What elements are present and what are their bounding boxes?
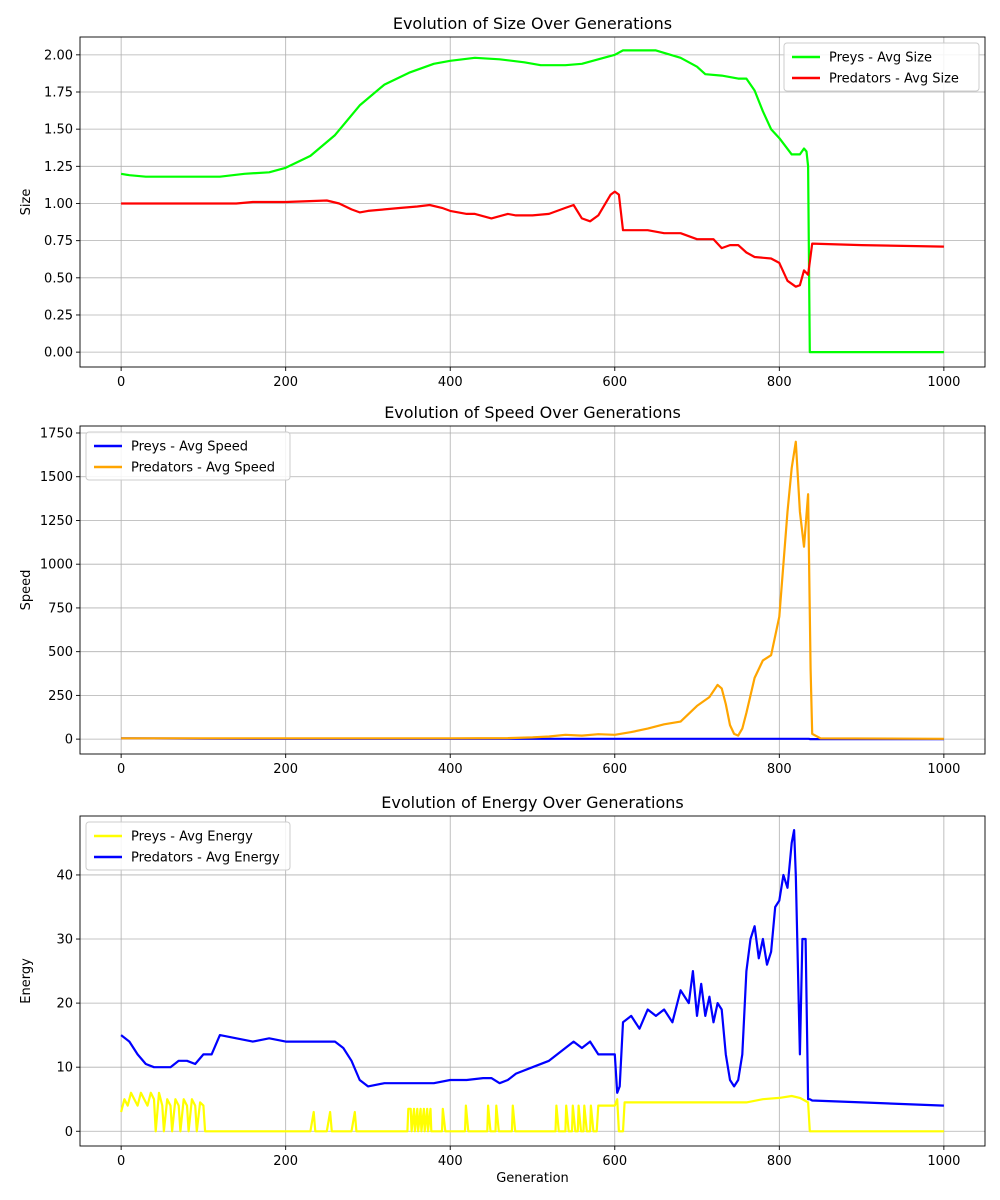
x-tick-label: 600 xyxy=(602,1154,627,1169)
y-tick-label: 1.50 xyxy=(44,123,73,138)
x-tick-label: 1000 xyxy=(927,1154,960,1169)
y-axis-label: Speed xyxy=(19,570,34,611)
x-tick-label: 600 xyxy=(602,375,627,390)
series-line-0 xyxy=(120,1091,944,1133)
y-tick-label: 0.50 xyxy=(44,271,73,286)
x-tick-label: 400 xyxy=(438,375,463,390)
series-line-1 xyxy=(121,440,944,740)
x-tick-label: 800 xyxy=(767,762,792,777)
legend-label-1: Predators - Avg Size xyxy=(829,72,959,87)
y-tick-label: 0 xyxy=(65,733,73,748)
chart-1: 0 200 400 600 800 1000 0 250 500 750 1000 1250 1500 1… xyxy=(19,403,986,777)
plot-frame xyxy=(79,36,986,368)
chart-title: Evolution of Speed Over Generations xyxy=(384,403,681,422)
x-tick-label: 200 xyxy=(273,1154,298,1169)
y-tick-label: 30 xyxy=(56,933,73,948)
y-tick-label: 2.00 xyxy=(44,48,73,63)
y-tick-label: 1000 xyxy=(40,558,73,573)
y-tick-label: 500 xyxy=(48,645,73,660)
legend: Preys - Avg Speed Predators - Avg Speed xyxy=(85,431,291,481)
plot-frame xyxy=(79,815,986,1147)
series-line-0 xyxy=(120,49,944,354)
legend-box xyxy=(783,42,980,92)
y-tick-label: 20 xyxy=(56,997,73,1012)
x-tick-label: 600 xyxy=(602,762,627,777)
y-tick-label: 250 xyxy=(48,689,73,704)
chart-title: Evolution of Energy Over Generations xyxy=(381,793,683,812)
x-tick-label: 200 xyxy=(273,375,298,390)
y-tick-label: 40 xyxy=(56,868,73,883)
legend-box xyxy=(85,821,291,871)
y-tick-label: 1.00 xyxy=(44,197,73,212)
legend-label-0: Preys - Avg Size xyxy=(829,51,932,66)
chart-title: Evolution of Size Over Generations xyxy=(393,14,672,33)
y-tick-label: 0.75 xyxy=(44,234,73,249)
y-tick-label: 0.25 xyxy=(44,308,73,323)
y-tick-label: 1.25 xyxy=(44,160,73,175)
x-tick-label: 0 xyxy=(117,375,125,390)
y-tick-label: 1.75 xyxy=(44,86,73,101)
y-tick-label: 1750 xyxy=(40,426,73,441)
legend-label-0: Preys - Avg Energy xyxy=(131,830,253,845)
y-tick-label: 1500 xyxy=(40,470,73,485)
x-tick-label: 800 xyxy=(767,1154,792,1169)
legend-label-0: Preys - Avg Speed xyxy=(131,440,248,455)
legend-box xyxy=(85,431,291,481)
y-tick-label: 1250 xyxy=(40,514,73,529)
chart-0: 0 200 400 600 800 1000 0.00 0.25 0.50 0.75 1.00 1.2… xyxy=(19,14,986,390)
x-tick-label: 800 xyxy=(767,375,792,390)
legend: Preys - Avg Size Predators - Avg Size xyxy=(783,42,980,92)
y-tick-label: 750 xyxy=(48,601,73,616)
x-tick-label: 400 xyxy=(438,762,463,777)
y-axis-label: Size xyxy=(19,189,34,216)
series-line-1 xyxy=(120,828,944,1107)
y-axis-label: Energy xyxy=(19,958,34,1004)
x-axis-label: Generation xyxy=(496,1171,569,1186)
y-tick-label: 0 xyxy=(65,1125,73,1140)
x-tick-label: 1000 xyxy=(927,762,960,777)
plot-frame xyxy=(79,425,986,755)
y-tick-label: 0.00 xyxy=(44,346,73,361)
series-line-1 xyxy=(121,190,944,288)
legend-label-1: Predators - Avg Speed xyxy=(131,461,275,476)
x-tick-label: 0 xyxy=(117,762,125,777)
legend-label-1: Predators - Avg Energy xyxy=(131,851,280,866)
x-tick-label: 200 xyxy=(273,762,298,777)
y-tick-label: 10 xyxy=(56,1061,73,1076)
legend: Preys - Avg Energy Predators - Avg Energy xyxy=(85,821,291,871)
x-tick-label: 0 xyxy=(117,1154,125,1169)
x-tick-label: 1000 xyxy=(927,375,960,390)
x-tick-label: 400 xyxy=(438,1154,463,1169)
chart-2: 0 200 400 600 800 1000 0 10 20 30 40 Evolution of E… xyxy=(19,793,986,1186)
